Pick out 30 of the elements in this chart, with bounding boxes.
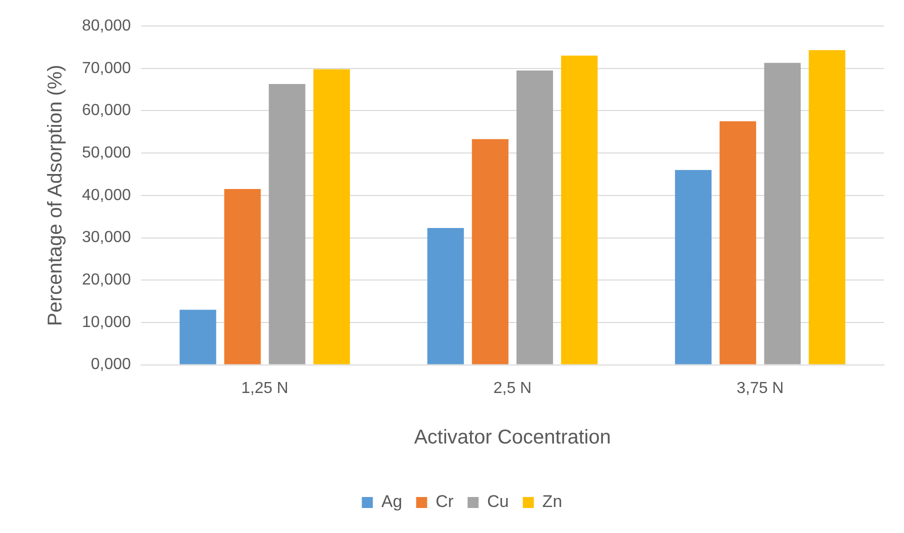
x-tick-label: 1,25 N xyxy=(241,380,288,397)
bar xyxy=(516,70,554,364)
y-tick-label: 20,000 xyxy=(82,272,132,289)
y-tick-label: 0,000 xyxy=(90,356,132,374)
x-axis-title: Activator Cocentration xyxy=(414,426,611,449)
y-tick-label: 80,000 xyxy=(82,17,132,34)
x-tick-label: 3,75 N xyxy=(736,380,784,397)
y-tick-label: 10,000 xyxy=(82,314,132,331)
bar xyxy=(808,50,846,364)
y-tick-label: 40,000 xyxy=(82,186,132,204)
x-tick-label: 2,5 N xyxy=(493,380,532,397)
bar xyxy=(268,84,306,364)
bar xyxy=(180,310,216,364)
y-tick-label: 70,000 xyxy=(82,60,132,77)
bar xyxy=(675,170,712,364)
bar xyxy=(720,121,756,364)
bar xyxy=(764,62,801,364)
bar xyxy=(427,228,464,364)
bar xyxy=(224,189,261,364)
bar xyxy=(561,56,598,364)
y-axis-title: Percentage of Adsorption (%) xyxy=(44,64,67,326)
legend-label: Cr xyxy=(436,492,454,512)
bar xyxy=(472,139,508,364)
legend-label: Cu xyxy=(487,492,509,512)
legend-label: Zn xyxy=(542,492,562,512)
y-tick-label: 60,000 xyxy=(82,102,132,120)
y-tick-label: 50,000 xyxy=(82,144,132,162)
bar xyxy=(313,69,350,364)
legend-label: Ag xyxy=(381,492,402,512)
y-tick-label: 30,000 xyxy=(82,229,132,246)
